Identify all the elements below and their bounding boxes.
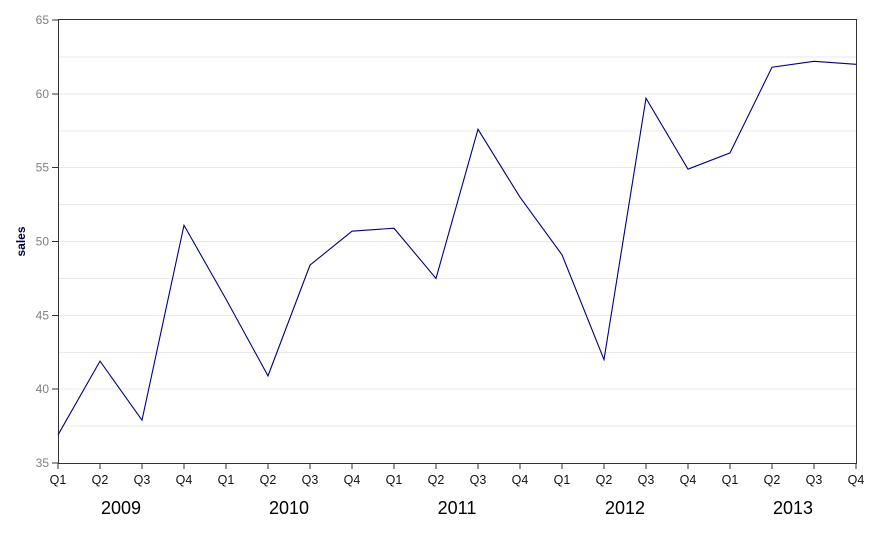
quarter-label-14: Q3: [638, 473, 655, 487]
quarter-label-8: Q1: [386, 473, 403, 487]
year-label-2013: 2013: [773, 498, 813, 518]
y-axis-title: sales: [14, 226, 28, 256]
quarter-label-15: Q4: [680, 473, 697, 487]
quarter-label-11: Q4: [512, 473, 529, 487]
year-label-2011: 2011: [438, 498, 477, 518]
y-tick-label-45: 45: [36, 308, 50, 322]
year-label-2010: 2010: [269, 498, 309, 518]
sales-series-line: [57, 60, 857, 436]
quarter-label-13: Q2: [596, 473, 613, 487]
quarter-label-5: Q2: [260, 473, 277, 487]
quarter-label-3: Q4: [176, 473, 193, 487]
quarter-label-4: Q1: [218, 473, 235, 487]
quarter-label-19: Q4: [848, 473, 865, 487]
quarter-label-12: Q1: [554, 473, 571, 487]
year-label-2012: 2012: [605, 498, 645, 518]
quarter-label-16: Q1: [722, 473, 739, 487]
y-tick-label-55: 55: [36, 161, 50, 175]
y-tick-label-65: 65: [36, 13, 50, 27]
year-label-2009: 2009: [101, 498, 141, 518]
y-tick-label-60: 60: [36, 87, 50, 101]
y-tick-label-40: 40: [36, 382, 50, 396]
y-tick-label-35: 35: [36, 456, 50, 470]
quarter-label-17: Q2: [764, 473, 781, 487]
quarter-label-18: Q3: [806, 473, 823, 487]
quarter-label-0: Q1: [50, 473, 67, 487]
quarter-label-6: Q3: [302, 473, 319, 487]
plot-border: [58, 19, 857, 464]
y-tick-label-50: 50: [36, 235, 50, 249]
quarter-label-1: Q2: [92, 473, 109, 487]
quarter-label-7: Q4: [344, 473, 361, 487]
quarter-label-9: Q2: [428, 473, 445, 487]
quarter-label-10: Q3: [470, 473, 487, 487]
quarter-label-2: Q3: [134, 473, 151, 487]
